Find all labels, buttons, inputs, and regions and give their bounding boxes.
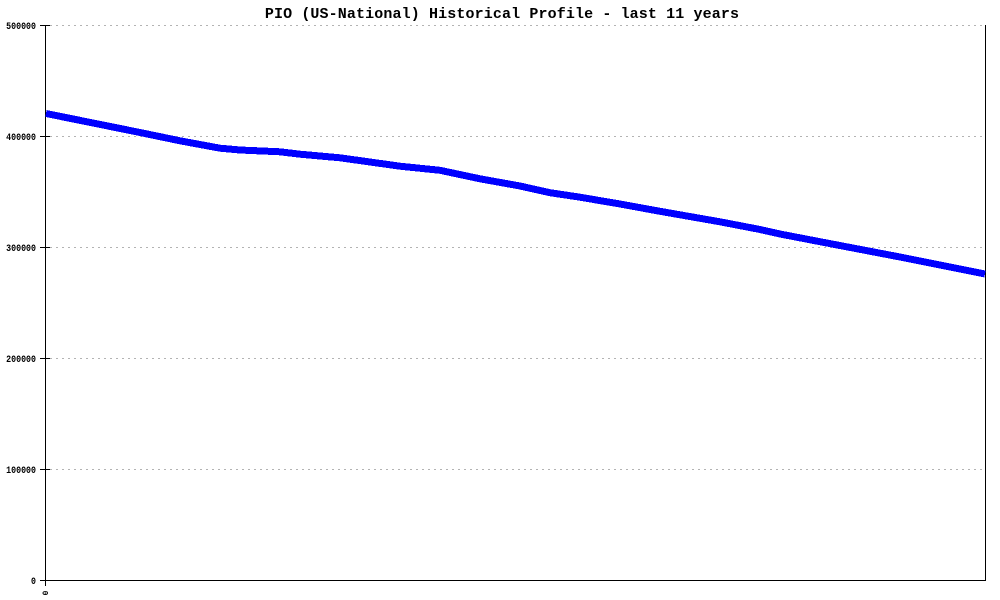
svg-text:0: 0 [39, 591, 48, 596]
svg-text:300000: 300000 [6, 242, 36, 254]
svg-text:200000: 200000 [6, 353, 36, 365]
svg-text:400000: 400000 [6, 131, 36, 143]
svg-text:500000: 500000 [6, 20, 36, 32]
svg-text:100000: 100000 [6, 464, 36, 476]
svg-text:0: 0 [31, 575, 36, 587]
svg-text:PIO (US-National) Historical P: PIO (US-National) Historical Profile - l… [265, 6, 739, 23]
